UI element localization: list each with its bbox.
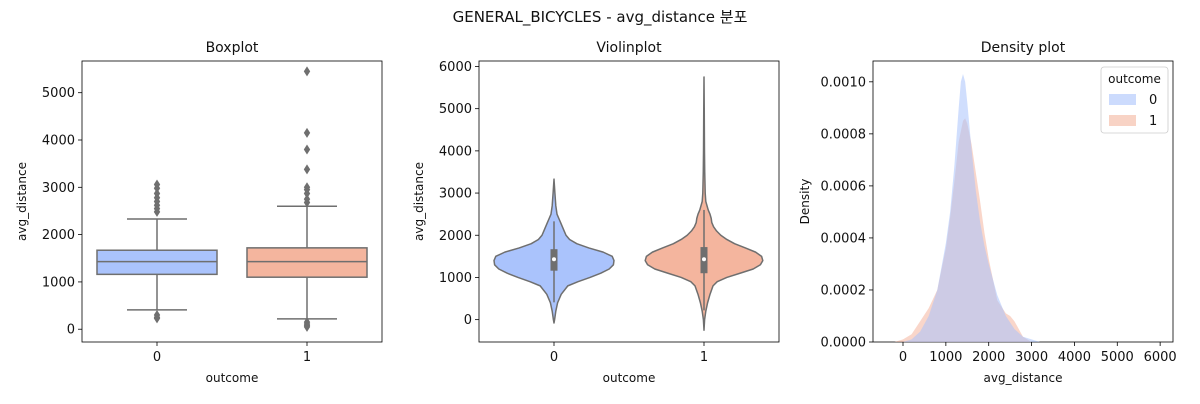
violinplot-panel: Violinplot outcome avg_distance 0 1000 2000 30… — [412, 40, 780, 385]
boxplot-panel: Boxplot outcome avg_distance 0 1000 2000 3000 4… — [15, 40, 383, 385]
density-panel: Density plot avg_distance Density 0 1000 2000… — [798, 40, 1177, 385]
box-series-1 — [246, 66, 368, 332]
legend-swatch-1 — [1109, 115, 1136, 126]
violin-median-point — [702, 257, 706, 262]
x-tick-label: 3000 — [1015, 350, 1048, 365]
y-tick-label: 0.0006 — [821, 179, 867, 194]
outlier-point — [303, 182, 311, 193]
y-axis-label: Density — [798, 179, 812, 225]
y-tick-label: 2000 — [42, 228, 75, 243]
x-tick-label: 1 — [303, 350, 311, 365]
x-tick-label: 2000 — [972, 350, 1005, 365]
x-tick-label: 5000 — [1101, 350, 1134, 365]
y-tick-label: 0.0002 — [821, 283, 867, 298]
plot-frame — [478, 60, 780, 343]
y-tick-label: 0.0004 — [821, 231, 867, 246]
legend-label: 0 — [1149, 93, 1157, 108]
y-tick-label: 0 — [67, 323, 75, 338]
x-tick-label: 6000 — [1144, 350, 1177, 365]
panel-title: Violinplot — [596, 40, 662, 56]
y-axis-label: avg_distance — [15, 162, 29, 241]
box — [246, 247, 368, 278]
panel-title: Density plot — [981, 40, 1066, 56]
panel-title: Boxplot — [206, 40, 259, 56]
legend-label: 1 — [1149, 114, 1157, 129]
y-tick-label: 6000 — [439, 60, 472, 75]
outlier-point — [153, 313, 161, 324]
plot-frame — [81, 60, 383, 343]
y-tick-label: 5000 — [439, 102, 472, 117]
x-axis-label: outcome — [603, 371, 656, 385]
outlier-point — [303, 66, 311, 77]
density-area-0 — [903, 74, 1041, 342]
x-tick-label: 0 — [550, 350, 558, 365]
violin-median-point — [552, 257, 556, 262]
outlier-point — [303, 194, 311, 205]
legend: outcome 0 1 — [1100, 66, 1169, 134]
outlier-point — [153, 179, 161, 190]
y-tick-label: 5000 — [42, 86, 75, 101]
outlier-point — [303, 164, 311, 175]
violin-body — [644, 76, 764, 331]
box-series-0 — [96, 179, 218, 324]
y-tick-label: 0.0010 — [821, 75, 867, 90]
legend-swatch-0 — [1109, 94, 1136, 105]
outlier-point — [153, 188, 161, 199]
violin-series-0 — [493, 178, 615, 324]
outlier-point — [303, 127, 311, 138]
x-tick-label: 1 — [700, 350, 708, 365]
y-axis-label: avg_distance — [412, 162, 426, 241]
figure-title: GENERAL_BICYCLES - avg_distance 분포 — [453, 8, 748, 27]
x-tick-label: 0 — [899, 350, 907, 365]
legend-title: outcome — [1108, 72, 1161, 86]
outlier-point — [303, 144, 311, 155]
y-tick-label: 0 — [464, 313, 472, 328]
x-tick-label: 4000 — [1058, 350, 1091, 365]
y-tick-label: 4000 — [439, 144, 472, 159]
y-tick-label: 3000 — [439, 187, 472, 202]
y-tick-label: 1000 — [439, 271, 472, 286]
x-tick-label: 0 — [153, 350, 161, 365]
y-tick-label: 0.0008 — [821, 127, 867, 142]
x-axis-label: outcome — [206, 371, 259, 385]
y-tick-label: 4000 — [42, 134, 75, 149]
y-tick-label: 2000 — [439, 229, 472, 244]
outlier-point — [303, 321, 311, 332]
x-axis-label: avg_distance — [984, 371, 1063, 385]
y-tick-label: 3000 — [42, 181, 75, 196]
x-tick-label: 1000 — [929, 350, 962, 365]
y-tick-label: 1000 — [42, 275, 75, 290]
y-tick-label: 0.0000 — [821, 336, 867, 351]
violin-series-1 — [644, 76, 764, 331]
